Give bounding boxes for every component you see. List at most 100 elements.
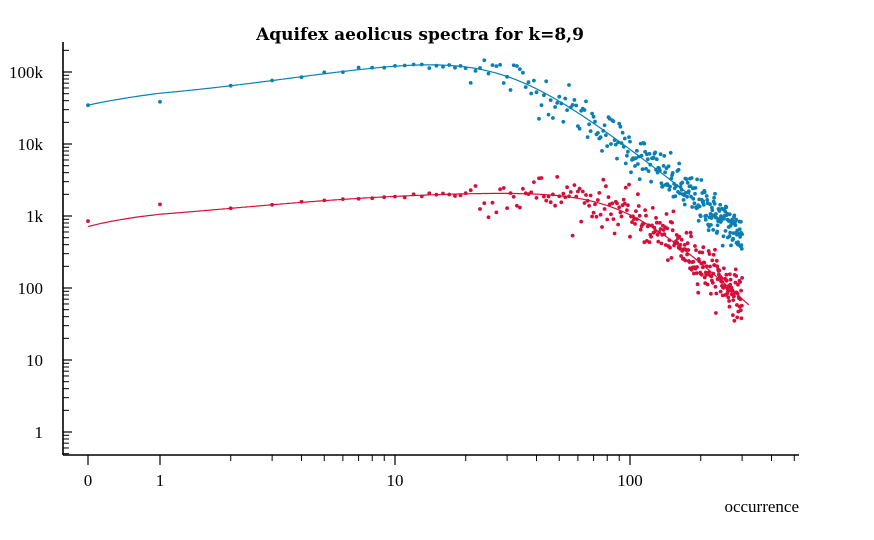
data-point — [650, 206, 655, 210]
data-point — [568, 190, 573, 194]
data-point — [521, 70, 525, 75]
data-point — [667, 238, 672, 243]
data-point — [661, 228, 666, 232]
data-point — [663, 170, 667, 175]
data-point — [551, 116, 555, 120]
data-point — [561, 191, 566, 196]
data-point — [270, 202, 274, 207]
data-point — [633, 164, 637, 168]
data-point — [728, 277, 733, 282]
data-point — [637, 213, 642, 218]
data-point — [582, 201, 587, 205]
data-point — [720, 293, 725, 298]
data-point — [669, 256, 674, 260]
data-point — [719, 276, 724, 281]
data-point — [618, 210, 623, 215]
data-point — [617, 121, 622, 126]
data-point — [722, 266, 726, 271]
data-point — [726, 295, 731, 300]
data-point — [567, 83, 571, 87]
data-point — [542, 194, 546, 199]
data-point — [228, 83, 233, 88]
data-point — [705, 198, 710, 202]
data-point — [699, 178, 704, 182]
data-point — [604, 133, 608, 138]
data-point — [634, 156, 638, 161]
data-point — [478, 66, 482, 70]
data-point — [658, 168, 662, 173]
data-point — [695, 177, 699, 182]
data-point — [542, 93, 546, 98]
data-point — [86, 219, 90, 224]
data-point — [637, 177, 642, 182]
data-point — [501, 186, 506, 190]
data-point — [427, 191, 432, 196]
data-point — [712, 195, 716, 200]
data-point — [411, 62, 416, 67]
data-point — [577, 126, 582, 131]
data-point — [623, 161, 628, 166]
data-point — [650, 223, 654, 228]
data-point — [670, 171, 675, 175]
data-point — [579, 219, 584, 224]
data-point — [546, 112, 551, 117]
data-point — [596, 131, 600, 135]
data-point — [559, 200, 564, 205]
data-point — [322, 70, 327, 75]
data-point — [728, 230, 733, 235]
data-point — [667, 187, 672, 192]
x-tick-label: 1 — [156, 471, 165, 490]
data-point — [646, 223, 651, 228]
data-point — [639, 153, 644, 158]
data-point — [572, 183, 577, 188]
data-point — [544, 79, 549, 84]
data-point — [548, 98, 553, 102]
data-point — [478, 207, 482, 211]
y-tick-label: 100 — [18, 279, 44, 298]
data-point — [738, 280, 742, 284]
data-point — [739, 246, 744, 251]
data-point — [453, 65, 457, 70]
data-point — [700, 250, 705, 255]
y-tick-label: 100k — [9, 63, 44, 82]
data-point — [625, 208, 629, 213]
data-point — [699, 272, 704, 277]
data-point — [728, 282, 733, 287]
data-point — [370, 196, 375, 201]
data-point — [553, 203, 557, 208]
data-point — [645, 157, 650, 162]
data-point — [636, 204, 641, 208]
data-point — [676, 167, 681, 172]
data-point — [668, 245, 672, 250]
data-point — [534, 196, 539, 200]
data-point — [710, 213, 715, 218]
data-point — [158, 99, 162, 104]
data-point — [529, 190, 534, 195]
data-point — [498, 187, 502, 192]
data-point — [565, 108, 569, 112]
data-point — [441, 191, 445, 196]
data-point — [458, 64, 463, 68]
data-point — [675, 241, 680, 245]
data-point — [709, 223, 713, 227]
data-point — [574, 194, 579, 199]
data-point — [702, 260, 707, 265]
y-tick-label: 10 — [26, 351, 43, 370]
data-point — [553, 105, 557, 109]
data-point — [570, 233, 575, 238]
data-point — [419, 62, 424, 67]
data-point — [505, 206, 509, 211]
data-point — [623, 185, 628, 190]
data-point — [402, 63, 407, 68]
axes: 1 10 100 1k 10k 100k 0 1 10 100 — [9, 42, 799, 490]
data-point — [704, 264, 709, 269]
data-point — [649, 179, 653, 184]
data-point — [666, 258, 670, 262]
data-point — [561, 119, 566, 124]
data-point — [647, 151, 652, 156]
data-point — [494, 64, 499, 68]
data-point — [605, 217, 610, 222]
data-point — [532, 180, 536, 185]
data-point — [701, 245, 706, 250]
data-point — [563, 195, 568, 200]
